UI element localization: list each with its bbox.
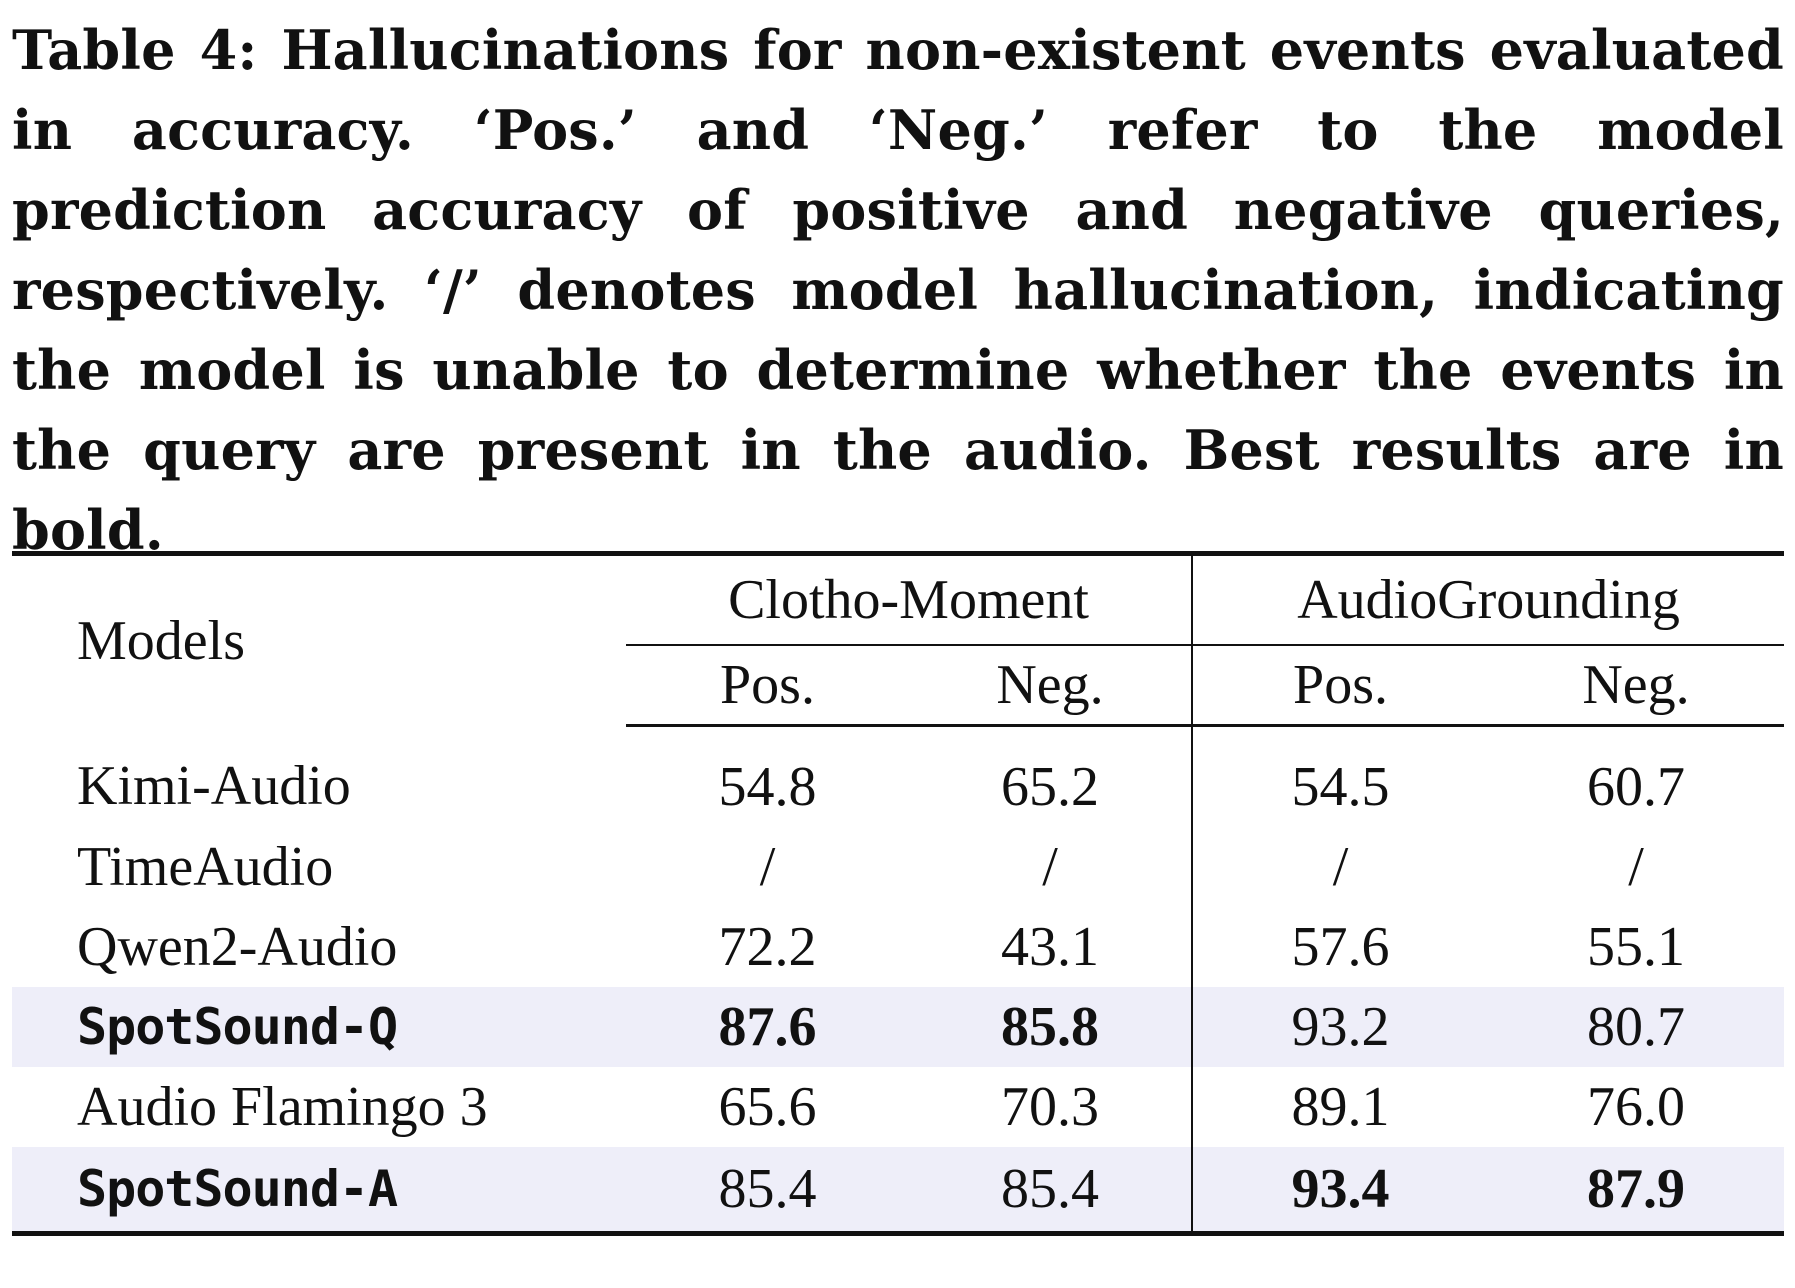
table-row: Qwen2-Audio 72.2 43.1 57.6 55.1 xyxy=(12,907,1784,987)
ag-pos-value: 54.5 xyxy=(1192,726,1488,828)
cm-pos-value: 72.2 xyxy=(626,907,909,987)
ag-neg-value: 60.7 xyxy=(1488,726,1784,828)
results-table: Models Clotho-Moment AudioGrounding Pos.… xyxy=(12,551,1784,1236)
header-clotho-moment: Clotho-Moment xyxy=(626,554,1192,646)
header-cm-pos: Pos. xyxy=(626,645,909,726)
model-name: TimeAudio xyxy=(12,827,626,907)
results-table-container: Models Clotho-Moment AudioGrounding Pos.… xyxy=(12,551,1784,1236)
ag-pos-value: 93.4 xyxy=(1192,1147,1488,1234)
cm-pos-value: 87.6 xyxy=(626,987,909,1067)
ag-neg-value: 87.9 xyxy=(1488,1147,1784,1234)
header-models: Models xyxy=(12,554,626,726)
model-name: Audio Flamingo 3 xyxy=(12,1067,626,1147)
cm-neg-value: / xyxy=(909,827,1192,907)
ag-neg-value: 76.0 xyxy=(1488,1067,1784,1147)
model-name: Kimi-Audio xyxy=(12,726,626,828)
cm-neg-value: 65.2 xyxy=(909,726,1192,828)
table-row-highlighted: SpotSound-Q 87.6 85.8 93.2 80.7 xyxy=(12,987,1784,1067)
ag-neg-value: 55.1 xyxy=(1488,907,1784,987)
header-row-groups: Models Clotho-Moment AudioGrounding xyxy=(12,554,1784,646)
cm-neg-value: 70.3 xyxy=(909,1067,1192,1147)
table-row: TimeAudio / / / / xyxy=(12,827,1784,907)
model-name: SpotSound-Q xyxy=(12,987,626,1067)
cm-neg-value: 85.8 xyxy=(909,987,1192,1067)
ag-pos-value: 93.2 xyxy=(1192,987,1488,1067)
cm-neg-value: 85.4 xyxy=(909,1147,1192,1234)
model-name: SpotSound-A xyxy=(12,1147,626,1234)
cm-pos-value: 65.6 xyxy=(626,1067,909,1147)
table-row-highlighted: SpotSound-A 85.4 85.4 93.4 87.9 xyxy=(12,1147,1784,1234)
model-name: Qwen2-Audio xyxy=(12,907,626,987)
ag-pos-value: 89.1 xyxy=(1192,1067,1488,1147)
cm-pos-value: 54.8 xyxy=(626,726,909,828)
cm-pos-value: 85.4 xyxy=(626,1147,909,1234)
ag-neg-value: / xyxy=(1488,827,1784,907)
table-row: Kimi-Audio 54.8 65.2 54.5 60.7 xyxy=(12,726,1784,828)
ag-pos-value: 57.6 xyxy=(1192,907,1488,987)
header-cm-neg: Neg. xyxy=(909,645,1192,726)
header-ag-neg: Neg. xyxy=(1488,645,1784,726)
header-audiogrounding: AudioGrounding xyxy=(1192,554,1784,646)
ag-neg-value: 80.7 xyxy=(1488,987,1784,1067)
table-caption: Table 4: Hallucinations for non-existent… xyxy=(12,10,1784,570)
cm-pos-value: / xyxy=(626,827,909,907)
cm-neg-value: 43.1 xyxy=(909,907,1192,987)
header-ag-pos: Pos. xyxy=(1192,645,1488,726)
table-row: Audio Flamingo 3 65.6 70.3 89.1 76.0 xyxy=(12,1067,1784,1147)
ag-pos-value: / xyxy=(1192,827,1488,907)
